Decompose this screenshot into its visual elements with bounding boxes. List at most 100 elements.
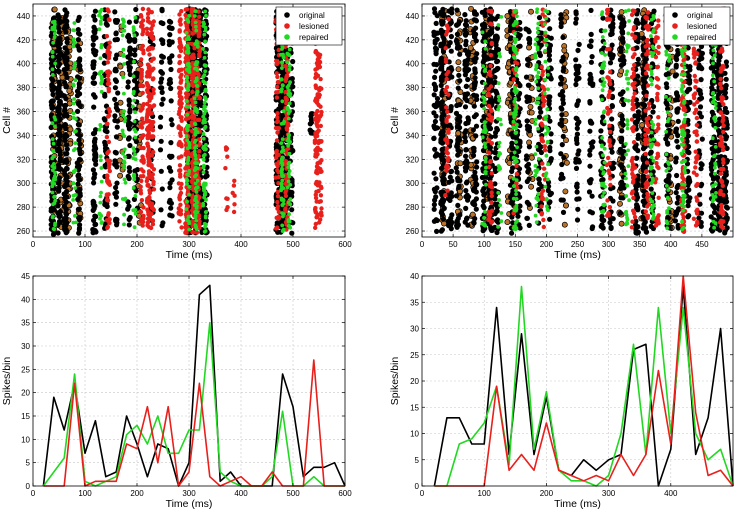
spike-dot-original [90, 42, 96, 48]
spike-dot-repaired [193, 146, 198, 150]
spike-dot-original [492, 16, 499, 22]
spike-dot-original [92, 17, 98, 23]
spike-dot-lesioned [275, 74, 280, 80]
spike-dot-original [57, 213, 63, 219]
spike-dot-lesioned [283, 77, 288, 83]
spike-dot-repaired [123, 180, 128, 185]
spike-dot-original [289, 189, 295, 196]
spike-dot-repaired [202, 163, 206, 168]
spike-dot-lesioned [105, 176, 110, 182]
spike-dot-lesioned [318, 199, 323, 204]
spike-dot-lesioned [145, 31, 150, 37]
spike-dot-original [464, 179, 470, 185]
spike-dot-lesioned [106, 114, 111, 119]
spike-dot-original [448, 104, 454, 110]
x-tick-label: 300 [182, 240, 196, 249]
spike-dot-overlap [67, 107, 74, 114]
spike-dot-lesioned [189, 178, 195, 184]
spike-dot-original [112, 117, 118, 124]
spike-dot-repaired [288, 80, 292, 85]
spike-dot-lesioned [144, 26, 150, 31]
spike-dot-lesioned [283, 206, 288, 211]
spike-dot-original [93, 213, 99, 220]
spike-dot-repaired [194, 76, 199, 81]
spike-dot-lesioned [138, 62, 144, 67]
spike-dot-repaired [193, 138, 198, 143]
spike-dot-lesioned [179, 45, 184, 50]
spike-dot-original [472, 216, 478, 222]
spike-dot-original [127, 142, 133, 149]
spike-dot-repaired [51, 154, 56, 159]
spike-dot-original [49, 76, 55, 82]
spike-dot-repaired [280, 161, 285, 166]
spike-dot-repaired [194, 190, 199, 194]
spike-dot-original [547, 26, 553, 32]
spike-dot-lesioned [141, 169, 146, 174]
spike-dot-lesioned [313, 221, 318, 227]
spike-dot-lesioned [178, 202, 183, 207]
x-tick-label: 100 [78, 240, 92, 249]
spike-dot-repaired [132, 89, 136, 94]
spike-dot-repaired [194, 199, 199, 203]
x-axis-label: Time (ms) [166, 249, 213, 261]
spike-dot-repaired [193, 223, 198, 227]
spike-dot-repaired [281, 52, 285, 57]
spike-dot-lesioned [107, 168, 113, 174]
spike-dot-repaired [122, 24, 127, 29]
spike-dot-original [546, 46, 553, 52]
spike-dot-lesioned [179, 118, 184, 124]
spike-dot-lesioned [197, 20, 202, 25]
spike-dot-original [289, 207, 295, 213]
spike-dot-original [93, 127, 99, 133]
spike-dot-repaired [72, 66, 76, 71]
spike-dot-original [102, 16, 108, 22]
spike-dot-repaired [99, 89, 104, 94]
spike-dot-original [50, 91, 56, 98]
spike-dot-repaired [281, 83, 285, 88]
spike-dot-original [439, 21, 445, 27]
spike-dot-lesioned [150, 46, 155, 51]
spike-dot-repaired [194, 194, 198, 199]
spike-dot-lesioned [283, 193, 289, 199]
spike-dot-repaired [287, 212, 291, 217]
spike-dot-original [431, 135, 437, 141]
spike-dot-original [56, 162, 62, 168]
spike-dot-lesioned [150, 23, 155, 28]
spike-dot-original [77, 193, 83, 199]
spike-dot-lesioned [276, 209, 282, 215]
spike-dot-original [75, 206, 81, 212]
spike-dot-original [470, 127, 476, 133]
legend-label-lesioned: lesioned [299, 22, 329, 31]
spike-dot-lesioned [177, 163, 183, 168]
spike-dot-lesioned [225, 205, 230, 210]
spike-dot-lesioned [178, 133, 183, 138]
spike-dot-original [55, 43, 61, 49]
spike-dot-original [472, 202, 478, 208]
spike-dot-lesioned [317, 55, 322, 60]
spike-dot-original [169, 177, 175, 183]
spike-dot-original [168, 85, 174, 92]
spike-dot-original [166, 38, 172, 45]
spike-dot-lesioned [145, 112, 150, 118]
spike-dot-original [76, 81, 82, 87]
spike-dot-lesioned [138, 174, 144, 179]
spike-dot-repaired [99, 45, 104, 50]
y-tick-label: 280 [17, 203, 31, 212]
spike-dot-lesioned [274, 58, 279, 64]
spike-dot-original [548, 156, 554, 162]
spike-dot-repaired [201, 79, 206, 84]
y-tick-label: 400 [17, 60, 31, 69]
spike-dot-original [525, 161, 532, 167]
spike-dot-original [431, 202, 437, 208]
spike-dot-original [112, 77, 118, 83]
spike-dot-original [454, 143, 460, 150]
spike-dot-original [49, 105, 55, 111]
y-axis-label: Cell # [1, 107, 13, 134]
spike-dot-lesioned [145, 207, 150, 212]
spike-dot-lesioned [319, 185, 324, 191]
spike-dot-repaired [202, 104, 207, 108]
spike-dot-original [486, 31, 492, 37]
spike-dot-original [133, 138, 139, 145]
spike-dot-original [454, 37, 460, 44]
spike-dot-original [441, 11, 447, 18]
